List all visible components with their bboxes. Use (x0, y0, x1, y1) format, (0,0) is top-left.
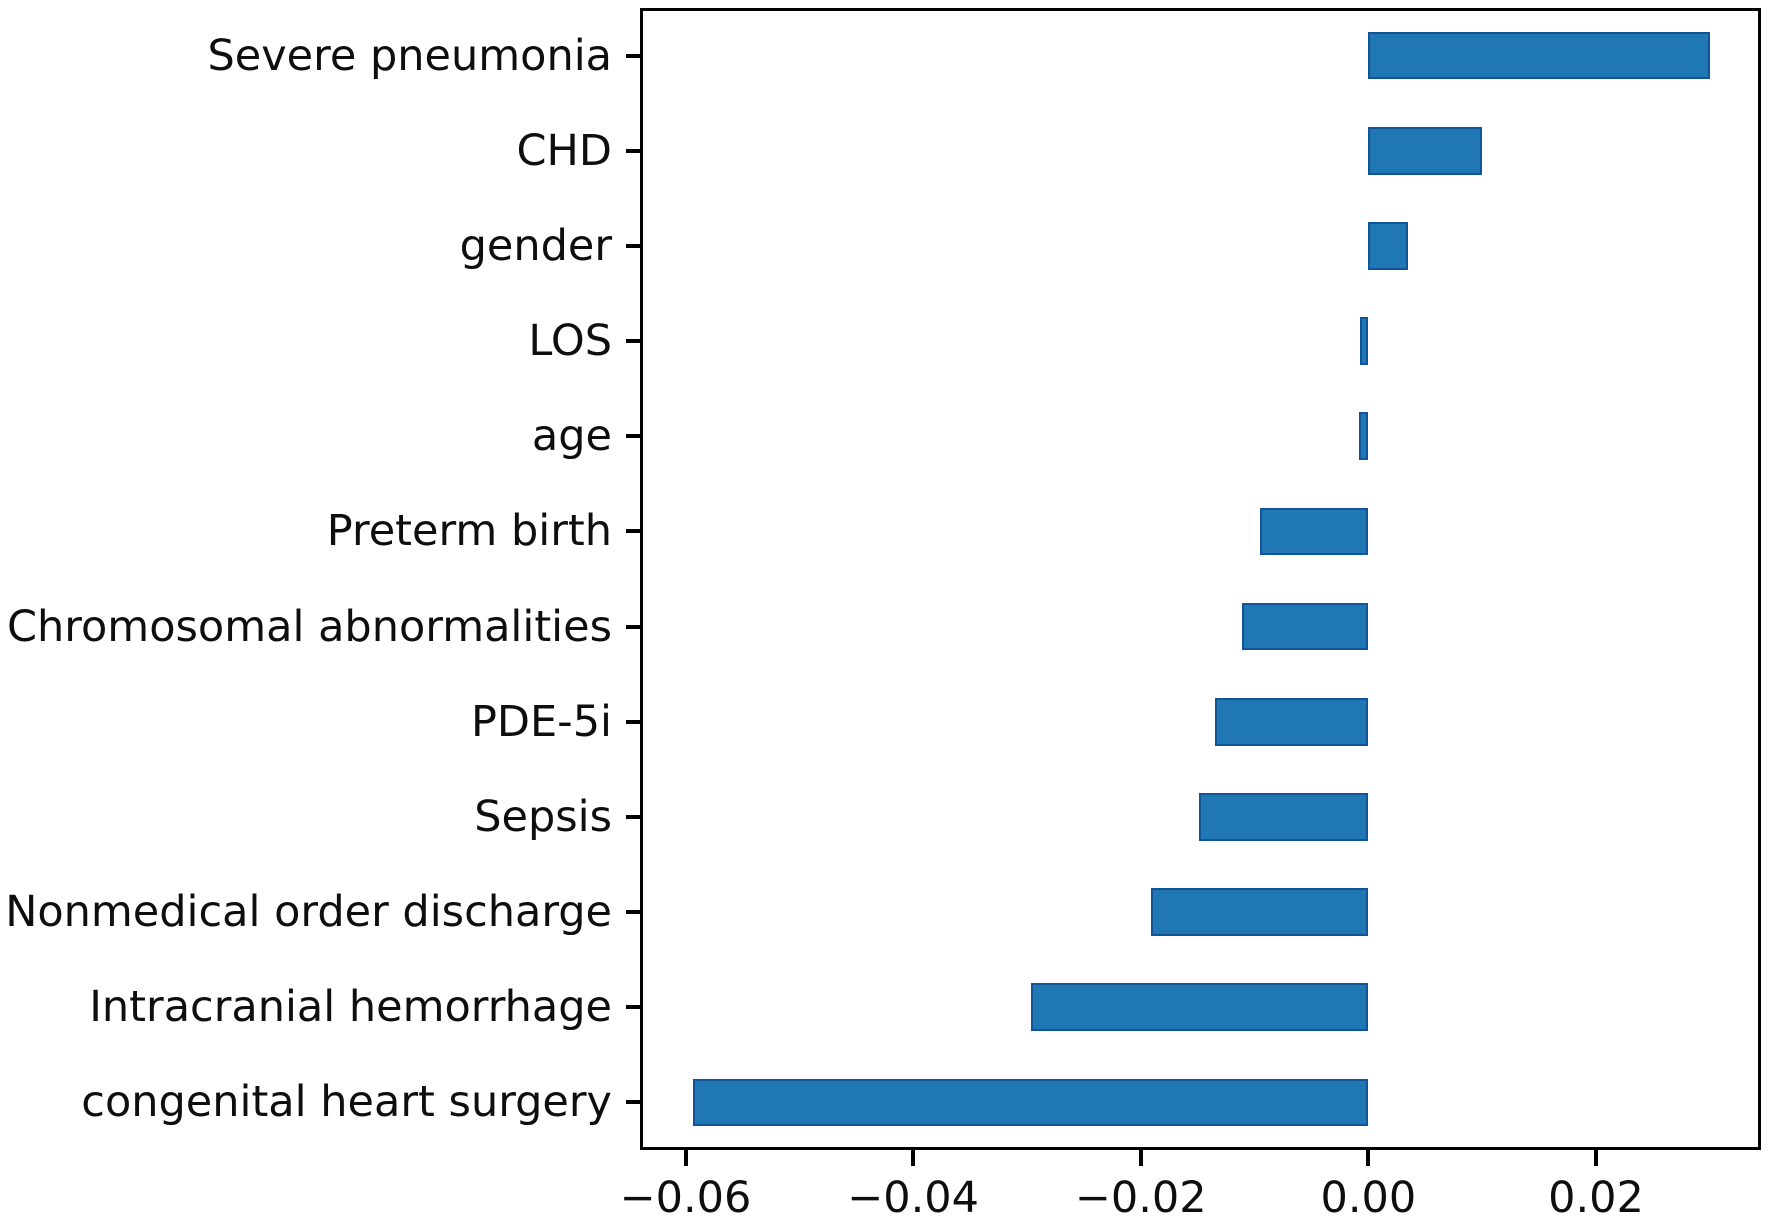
bar-intracranial-hemorrhage (1031, 983, 1369, 1032)
bar-chromosomal-abnormalities (1242, 602, 1369, 651)
y-tick-mark (626, 529, 640, 534)
bar-nonmedical-order-discharge (1150, 888, 1369, 936)
bar-preterm-birth (1260, 507, 1369, 556)
y-tick-label: Severe pneumonia (207, 30, 612, 81)
bar-chd (1368, 126, 1483, 175)
y-tick-mark (626, 53, 640, 58)
y-tick-mark (626, 148, 640, 153)
y-tick-mark (626, 910, 640, 915)
y-tick-label: Chromosomal abnormalities (6, 601, 612, 652)
y-tick-mark (626, 1100, 640, 1105)
y-tick-label: congenital heart surgery (81, 1077, 612, 1128)
bar-pde-5i (1214, 697, 1369, 746)
bar-age (1359, 412, 1369, 461)
y-tick-label: Preterm birth (326, 506, 612, 557)
plot-area (640, 8, 1761, 1150)
y-tick-label: age (531, 411, 612, 462)
y-tick-mark (626, 243, 640, 248)
y-tick-mark (626, 719, 640, 724)
y-tick-label: Nonmedical order discharge (5, 887, 612, 938)
x-tick-label: −0.02 (1074, 1173, 1207, 1220)
y-tick-mark (626, 624, 640, 629)
x-tick-label: −0.04 (847, 1173, 980, 1220)
y-tick-label: gender (459, 220, 612, 271)
y-tick-mark (626, 434, 640, 439)
y-tick-mark (626, 1005, 640, 1010)
x-tick-mark (683, 1150, 688, 1166)
x-tick-mark (1593, 1150, 1598, 1166)
x-tick-label: −0.06 (619, 1173, 752, 1220)
x-tick-label: 0.00 (1320, 1173, 1417, 1220)
y-tick-label: CHD (516, 125, 612, 176)
y-tick-mark (626, 339, 640, 344)
bar-congenital-heart-surgery (693, 1078, 1369, 1127)
y-tick-label: Intracranial hemorrhage (89, 982, 612, 1033)
y-tick-label: Sepsis (474, 791, 612, 842)
x-tick-mark (911, 1150, 916, 1166)
x-tick-mark (1138, 1150, 1143, 1166)
y-tick-label: PDE-5i (470, 696, 612, 747)
bar-los (1360, 317, 1369, 365)
x-tick-mark (1366, 1150, 1371, 1166)
y-tick-mark (626, 814, 640, 819)
bar-severe-pneumonia (1368, 31, 1710, 80)
y-tick-label: LOS (528, 316, 612, 367)
bar-gender (1368, 222, 1409, 270)
x-tick-label: 0.02 (1548, 1173, 1644, 1220)
bar-sepsis (1198, 793, 1369, 841)
